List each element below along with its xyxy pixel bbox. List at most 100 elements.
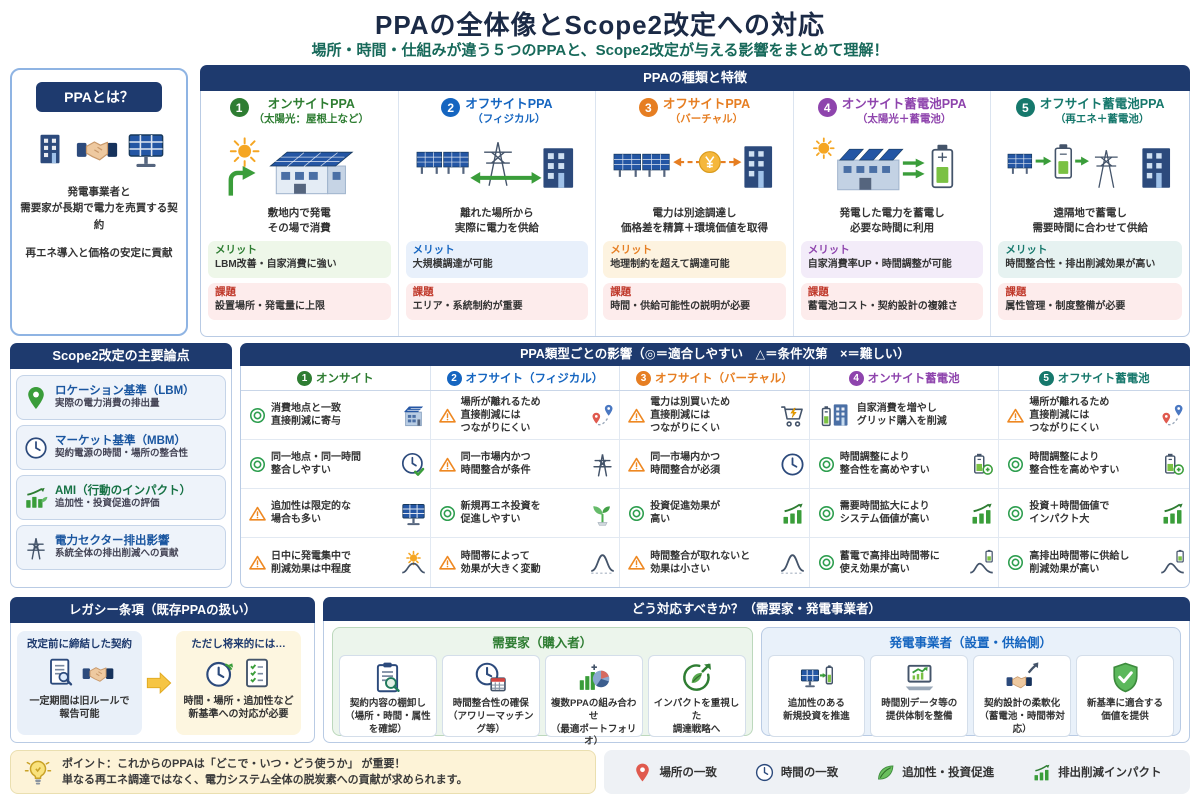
matrix-cell-line: 時間整合が必須 [650, 465, 721, 476]
type-title-sub: （太陽光＋蓄電池） [856, 112, 952, 125]
clock-icon [779, 451, 806, 478]
matrix-cell: 時間調整により 整合性を高めやすい [999, 440, 1189, 489]
issue-label: 課題 [610, 286, 632, 298]
matrix-cell: 同一市場内かつ 時間整合が条件 [430, 440, 621, 489]
ppa-types-header: PPAの種類と特徴 [200, 65, 1190, 91]
circle-mark-icon [1006, 504, 1025, 523]
matrix-header: PPA類型ごとの影響（◎＝適合しやすい △＝条件次第 ×＝難しい） [240, 343, 1190, 366]
matrix-cell-text: 新規再エネ投資を 促進しやすい [461, 500, 586, 526]
action-card: 契約設計の柔軟化 （蓄電池・時間帯対応） [973, 655, 1072, 737]
topic-title: 電力セクター排出影響 [55, 534, 170, 547]
issue-text: エリア・系統制約が重要 [412, 300, 523, 312]
action-card-line: 追加性のある [787, 698, 845, 709]
matrix-cell-text: 投資促進効果が 高い [650, 500, 775, 526]
issue-box: 課題 蓄電池コスト・契約設計の複雑さ [800, 283, 984, 320]
matrix-cell-line: 効果は小さい [650, 563, 711, 575]
ppa-type-header: 2 オフサイトPPA （フィジカル） [406, 97, 589, 130]
type-title-main: オフサイトPPA [662, 97, 751, 111]
producer-cards: 追加性のある 新規投資を推進 時間別データ等の 提供体制を整備 契約設計の柔軟化 （蓄電池… [767, 655, 1174, 737]
action-card-line: 提供体制を整備 [886, 710, 953, 722]
ppa-type-columns: 1 オンサイトPPA （太陽光：屋根上など） 敷地内で発電 その場で消費 メリット LBM改… [200, 91, 1190, 337]
matrix-cell-line: 日中に発電集中で [271, 550, 351, 562]
legacy-after-desc-line: 時間・場所・追加性など [183, 695, 294, 707]
matrix-cell-text: 時間調整により 整合性を高めやすい [840, 451, 965, 477]
circle-mark-icon [1006, 553, 1025, 572]
legacy-after-title: ただし将来的には… [191, 637, 286, 650]
map-pins-icon [1159, 402, 1186, 429]
onsite-battery-illustration [801, 132, 984, 204]
producer-title: 発電事業者（設置・供給側） [889, 636, 1052, 650]
response-body: 需要家（購入者） 契約内容の棚卸し （場所・時間・属性を確認） 時間整合性の確保 （ア… [323, 621, 1190, 747]
topic-description: 契約電源の時間・場所の整合性 [55, 448, 189, 460]
merit-label: メリット [807, 244, 850, 256]
matrix-cell-line: 時間帯によって [460, 550, 530, 562]
issue-label: 課題 [412, 286, 434, 298]
type-title: オフサイトPPA （フィジカル） [465, 97, 552, 126]
ppa-type-header: 3 オフサイトPPA （バーチャル） [603, 97, 786, 130]
matrix-cell: 追加性は限定的な 場合も多い [241, 489, 431, 538]
legacy-after-box: ただし将来的には… 時間・場所・追加性など 新基準への対応が必要 [176, 630, 301, 735]
column-number-badge: 3 [636, 370, 652, 386]
type-title-sub: （太陽光：屋根上など） [253, 112, 370, 125]
action-card-text: 契約内容の棚卸し （場所・時間・属性を確認） [342, 698, 434, 736]
type-title-main: オンサイトPPA [267, 97, 355, 111]
leaf-icon [875, 762, 896, 783]
topic-title: マーケット基準（MBM） [55, 434, 186, 447]
page-title: PPAの全体像とScope2改定への対応 [374, 10, 826, 40]
action-card-line: （アワリーマッチング等） [448, 710, 534, 735]
matrix-cell: 日中に発電集中で 削減効果は中程度 [241, 538, 431, 587]
matrix-cell: 消費地点と一致 直接削減に寄与 [241, 391, 431, 440]
legend-item: 時間の一致 [754, 762, 839, 783]
merit-box: メリット LBM改善・自家消費に強い [208, 241, 391, 278]
matrix-cell: 高排出時間帯に供給し 削減効果が高い [999, 538, 1189, 587]
battery-curve-icon [1159, 549, 1186, 576]
type-title-main: オフサイト蓄電池PPA [1039, 97, 1165, 111]
lightbulb-icon [23, 757, 53, 787]
topic-text: ロケーション基準（LBM） 実際の電力消費の排出量 [55, 385, 195, 411]
matrix-cell: 場所が離れるため 直接削減には つながりにくい [999, 391, 1189, 440]
point-line: 単なる再エネ調達ではなく、電力システム全体の脱炭素への貢献が求められます。 [62, 774, 468, 786]
legacy-before-desc-line: 報告可能 [59, 709, 100, 720]
building-solar-icon [400, 402, 427, 429]
matrix-cell-text: 時間整合が取れないと 効果は小さい [650, 550, 775, 576]
consumer-cards: 契約内容の棚卸し （場所・時間・属性を確認） 時間整合性の確保 （アワリーマッチング等… [339, 655, 746, 747]
type-description-line: その場で消費 [267, 221, 331, 234]
offsite-battery-illustration [998, 132, 1182, 204]
action-card-line: 調達戦略へ [672, 723, 721, 735]
circle-mark-icon [1006, 455, 1025, 474]
matrix-cell-text: 投資＋時間価値で インパクト大 [1029, 500, 1155, 526]
matrix-cell-line: 直接削減には [1029, 409, 1090, 421]
merit-box: メリット 自家消費率UP・時間調整が可能 [800, 241, 984, 278]
action-card-line: （最適ポートフォリオ） [550, 723, 637, 748]
type-description-line: 需要時間に合わせて供給 [1032, 221, 1148, 234]
ppa-intro-box: PPAとは？ 発電事業者と 需要家が長期で電力を売買する契約 再エネ導入と価格の… [10, 68, 188, 336]
battery-plus-icon [968, 451, 995, 478]
type-description: 離れた場所から 実際に電力を供給 [406, 206, 589, 236]
triangle-mark-icon [1006, 406, 1025, 425]
triangle-mark-icon [248, 553, 267, 572]
type-description-line: 価格差を精算＋環境価値を取得 [620, 221, 768, 234]
legend-label: 時間の一致 [780, 767, 839, 779]
matrix-cell-line: 電力は別買いため [650, 396, 731, 408]
matrix-cell: 新規再エネ投資を 促進しやすい [430, 489, 621, 538]
leaf-circle-icon [680, 661, 713, 694]
topic-description: 系統全体の排出削減への貢献 [55, 548, 179, 560]
action-card-text: 時間別データ等の 提供体制を整備 [881, 698, 957, 724]
matrix-cell-line: 高排出時間帯に供給し [1029, 550, 1130, 562]
merit-box: メリット 大規模調達が可能 [405, 241, 589, 278]
arrow-right-icon [145, 669, 173, 697]
cart-bolt-icon [779, 402, 806, 429]
matrix-cell-line: 削減効果が高い [1029, 563, 1100, 575]
issue-label: 課題 [215, 286, 236, 298]
issue-text: 時間・供給可能性の説明が必要 [610, 300, 751, 312]
topic-title: AMI（行動のインパクト） [55, 484, 192, 497]
matrix-cell: 投資＋時間価値で インパクト大 [999, 489, 1189, 538]
matrix-cell-line: つながりにくい [650, 422, 720, 434]
solar-battery-icon [800, 661, 833, 694]
checklist-icon [241, 657, 273, 689]
matrix-cell-text: 日中に発電集中で 削減効果は中程度 [271, 550, 396, 576]
matrix-column-header: 5 オフサイト蓄電池 [999, 366, 1189, 390]
legacy-before-desc-line: 一定期間は旧ルールで [29, 695, 130, 707]
ppa-type-column: 3 オフサイトPPA （バーチャル） 電力は別途調達し 価格差を精算＋環境価値を取得 メリ… [596, 91, 794, 336]
matrix-cell-line: 需要時間拡大により [839, 501, 930, 512]
